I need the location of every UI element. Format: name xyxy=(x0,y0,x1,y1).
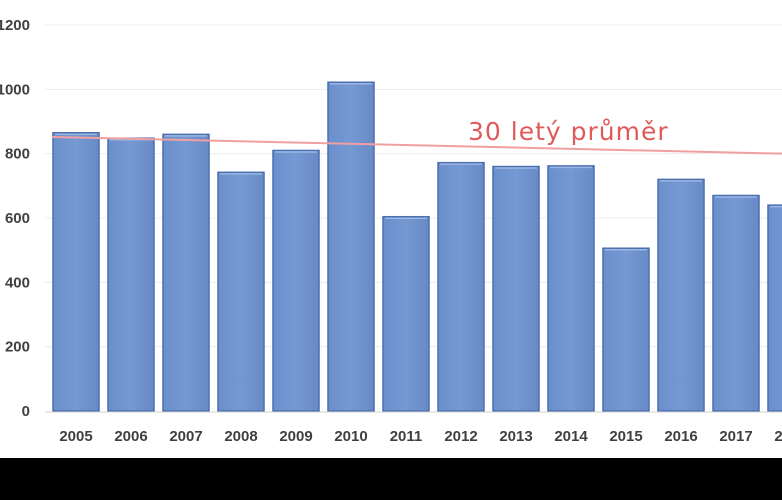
y-tick-label: 800 xyxy=(5,146,30,163)
x-tick-label: 2013 xyxy=(499,428,532,445)
bar-2010 xyxy=(327,81,375,412)
x-tick-label: 2008 xyxy=(224,428,257,445)
bar-2017 xyxy=(712,194,760,412)
bar-2013 xyxy=(492,165,540,412)
trend: 30 letý průměr xyxy=(51,117,782,155)
bar-2015 xyxy=(602,247,650,412)
y-tick-label: 0 xyxy=(22,403,30,420)
y-tick-label: 1200 xyxy=(0,17,30,34)
x-tick-labels: 2005 2006 2007 2008 2009 2010 2011 2012 2013 2014… xyxy=(59,428,782,445)
x-tick-label: 2006 xyxy=(114,428,147,445)
x-tick-label: 2018 xyxy=(774,428,782,445)
x-tick-label: 2012 xyxy=(444,428,477,445)
bar-2018 xyxy=(767,204,782,412)
x-tick-label: 2017 xyxy=(719,428,752,445)
y-tick-label: 600 xyxy=(5,210,30,227)
bottom-black-band xyxy=(0,458,782,500)
x-tick-label: 2011 xyxy=(390,428,423,445)
bar-2006 xyxy=(107,137,155,412)
bar-2011 xyxy=(382,215,430,412)
bars xyxy=(52,81,782,412)
y-tick-label: 200 xyxy=(5,339,30,356)
bar-chart: 30 letý průměr 0 200 400 600 800 1000 1200 200… xyxy=(0,17,782,445)
bar-2008 xyxy=(217,171,265,412)
x-tick-label: 2016 xyxy=(664,428,697,445)
x-tick-label: 2015 xyxy=(609,428,642,445)
x-tick-label: 2005 xyxy=(59,428,92,445)
bar-2016 xyxy=(657,178,705,412)
average-line xyxy=(51,135,782,155)
y-tick-label: 400 xyxy=(5,274,30,291)
y-tick-label: 1000 xyxy=(0,81,30,98)
bar-2009 xyxy=(272,149,320,412)
bar-2007 xyxy=(162,133,210,412)
x-tick-label: 2010 xyxy=(334,428,367,445)
x-tick-label: 2009 xyxy=(279,428,312,445)
x-tick-label: 2014 xyxy=(554,428,588,445)
y-tick-labels: 0 200 400 600 800 1000 1200 xyxy=(0,17,30,420)
x-tick-label: 2007 xyxy=(169,428,202,445)
bar-2014 xyxy=(547,165,595,412)
bar-2012 xyxy=(437,161,485,412)
average-line-label: 30 letý průměr xyxy=(468,117,669,146)
chart-area: 30 letý průměr 0 200 400 600 800 1000 1200 200… xyxy=(0,0,782,458)
bar-2005 xyxy=(52,132,100,412)
